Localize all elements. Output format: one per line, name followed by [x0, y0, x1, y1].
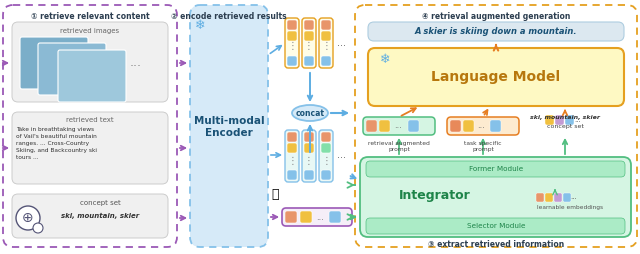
FancyBboxPatch shape [545, 193, 553, 202]
FancyBboxPatch shape [38, 43, 106, 95]
Text: retrieved text: retrieved text [66, 117, 114, 123]
Text: ③ extract retrieved information: ③ extract retrieved information [428, 240, 564, 249]
Text: ...: ... [394, 121, 402, 131]
FancyBboxPatch shape [20, 37, 88, 89]
Circle shape [16, 206, 40, 230]
Text: ⊕: ⊕ [22, 211, 34, 225]
Text: learnable embeddings: learnable embeddings [537, 205, 603, 210]
FancyBboxPatch shape [368, 22, 624, 41]
Text: Multi-modal
Encoder: Multi-modal Encoder [194, 116, 264, 138]
Text: ...: ... [571, 194, 577, 200]
Text: retrieval augmented
prompt: retrieval augmented prompt [368, 141, 430, 152]
Text: ⋮: ⋮ [304, 156, 314, 166]
FancyBboxPatch shape [302, 18, 316, 68]
FancyBboxPatch shape [408, 120, 419, 132]
FancyBboxPatch shape [379, 120, 390, 132]
Text: task specific
prompt: task specific prompt [464, 141, 502, 152]
Text: ④ retrieval augmented generation: ④ retrieval augmented generation [422, 12, 570, 21]
FancyBboxPatch shape [190, 5, 268, 247]
Text: ① retrieve relevant content: ① retrieve relevant content [31, 12, 149, 21]
FancyBboxPatch shape [287, 20, 297, 30]
Text: Integrator: Integrator [399, 188, 471, 201]
FancyBboxPatch shape [321, 132, 331, 142]
Text: ⋮: ⋮ [304, 40, 314, 51]
FancyBboxPatch shape [287, 143, 297, 153]
Text: Language Model: Language Model [431, 70, 561, 84]
Text: ...: ... [337, 150, 346, 160]
FancyBboxPatch shape [287, 56, 297, 66]
Text: ⋮: ⋮ [287, 156, 297, 166]
FancyBboxPatch shape [3, 5, 177, 247]
FancyBboxPatch shape [12, 194, 168, 238]
Text: ② encode retrieved results: ② encode retrieved results [171, 12, 287, 21]
Text: ...: ... [337, 38, 346, 48]
FancyBboxPatch shape [321, 31, 331, 41]
FancyBboxPatch shape [536, 193, 544, 202]
FancyBboxPatch shape [58, 50, 126, 102]
Text: concept set: concept set [547, 124, 584, 129]
Text: concept set: concept set [79, 200, 120, 206]
FancyBboxPatch shape [321, 20, 331, 30]
Text: ❄: ❄ [195, 19, 205, 32]
FancyBboxPatch shape [565, 115, 574, 125]
FancyBboxPatch shape [304, 20, 314, 30]
FancyBboxPatch shape [287, 31, 297, 41]
Text: Former Module: Former Module [469, 166, 523, 172]
FancyBboxPatch shape [355, 5, 637, 247]
FancyBboxPatch shape [287, 132, 297, 142]
FancyBboxPatch shape [304, 31, 314, 41]
Text: ...: ... [130, 56, 142, 70]
FancyBboxPatch shape [366, 120, 377, 132]
FancyBboxPatch shape [282, 208, 352, 226]
Text: ⋮: ⋮ [287, 40, 297, 51]
FancyBboxPatch shape [490, 120, 501, 132]
FancyBboxPatch shape [304, 132, 314, 142]
FancyBboxPatch shape [12, 22, 168, 102]
Text: ...: ... [316, 213, 324, 221]
FancyBboxPatch shape [554, 193, 562, 202]
FancyBboxPatch shape [329, 211, 341, 223]
FancyBboxPatch shape [368, 48, 624, 106]
FancyBboxPatch shape [300, 211, 312, 223]
FancyBboxPatch shape [447, 117, 519, 135]
FancyBboxPatch shape [319, 18, 333, 68]
FancyBboxPatch shape [321, 170, 331, 180]
FancyBboxPatch shape [360, 157, 631, 237]
FancyBboxPatch shape [285, 130, 299, 182]
Text: ⋮: ⋮ [321, 156, 331, 166]
Text: ...: ... [575, 117, 581, 123]
FancyBboxPatch shape [545, 115, 554, 125]
Circle shape [33, 223, 43, 233]
FancyBboxPatch shape [285, 211, 297, 223]
FancyBboxPatch shape [304, 143, 314, 153]
FancyBboxPatch shape [304, 170, 314, 180]
FancyBboxPatch shape [563, 193, 571, 202]
Ellipse shape [292, 105, 328, 121]
FancyBboxPatch shape [321, 56, 331, 66]
Text: 🔥: 🔥 [271, 187, 279, 200]
Text: ⋮: ⋮ [321, 40, 331, 51]
FancyBboxPatch shape [321, 143, 331, 153]
FancyBboxPatch shape [304, 56, 314, 66]
Text: A skier is skiing down a mountain.: A skier is skiing down a mountain. [415, 27, 577, 36]
FancyBboxPatch shape [366, 218, 625, 234]
FancyBboxPatch shape [366, 161, 625, 177]
FancyBboxPatch shape [302, 130, 316, 182]
FancyBboxPatch shape [450, 120, 461, 132]
FancyBboxPatch shape [285, 18, 299, 68]
Text: Selector Module: Selector Module [467, 223, 525, 229]
Text: Take in breathtaking views
of Vail's beautiful mountain
ranges. ... Cross-Countr: Take in breathtaking views of Vail's bea… [16, 127, 97, 160]
Text: concat: concat [296, 108, 324, 118]
Text: ...: ... [477, 121, 485, 131]
Text: retrieved images: retrieved images [60, 28, 120, 34]
FancyBboxPatch shape [363, 117, 435, 135]
Text: ski, mountain, skier: ski, mountain, skier [61, 213, 139, 219]
FancyBboxPatch shape [319, 130, 333, 182]
Text: ❄: ❄ [380, 53, 390, 66]
FancyBboxPatch shape [12, 112, 168, 184]
FancyBboxPatch shape [287, 170, 297, 180]
FancyBboxPatch shape [463, 120, 474, 132]
Text: ski, mountain, skier: ski, mountain, skier [530, 115, 600, 120]
FancyBboxPatch shape [555, 115, 564, 125]
